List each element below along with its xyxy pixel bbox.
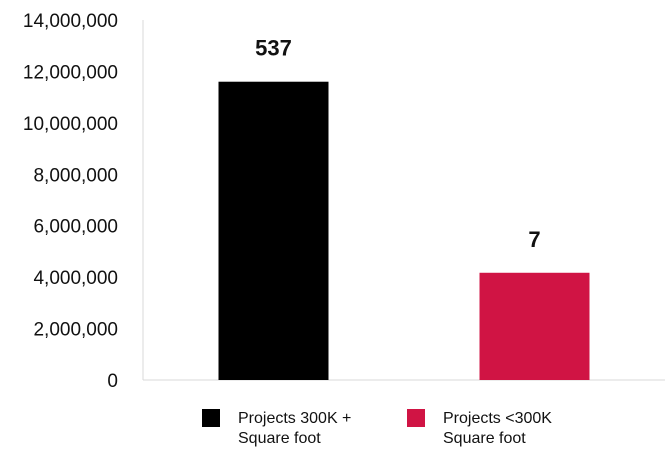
- y-axis: 0 2,000,000 4,000,000 6,000,000 8,000,000 10,…: [23, 11, 665, 392]
- legend-label-2: Projects <300K Square foot: [443, 410, 552, 447]
- y-tick-label: 12,000,000: [23, 62, 118, 83]
- legend-label-line: Square foot: [443, 430, 526, 447]
- legend-swatch-1: [202, 409, 220, 427]
- bar-1: [218, 81, 329, 380]
- y-tick-label: 6,000,000: [33, 217, 118, 238]
- data-labels: 537 7: [255, 36, 540, 252]
- y-tick-label: 0: [107, 371, 118, 392]
- data-label-2: 7: [528, 227, 540, 252]
- legend-label-1: Projects 300K + Square foot: [238, 410, 351, 447]
- legend-label-line: Projects 300K +: [238, 410, 351, 427]
- y-tick-label: 2,000,000: [33, 320, 118, 341]
- bar-2: [479, 272, 590, 380]
- legend-swatch-2: [407, 409, 425, 427]
- y-tick-label: 4,000,000: [33, 268, 118, 289]
- y-tick-label: 8,000,000: [33, 165, 118, 186]
- legend-label-line: Square foot: [238, 430, 321, 447]
- bars: [218, 81, 590, 380]
- data-label-1: 537: [255, 36, 292, 61]
- y-tick-label: 10,000,000: [23, 114, 118, 135]
- y-tick-label: 14,000,000: [23, 11, 118, 32]
- legend-label-line: Projects <300K: [443, 410, 552, 427]
